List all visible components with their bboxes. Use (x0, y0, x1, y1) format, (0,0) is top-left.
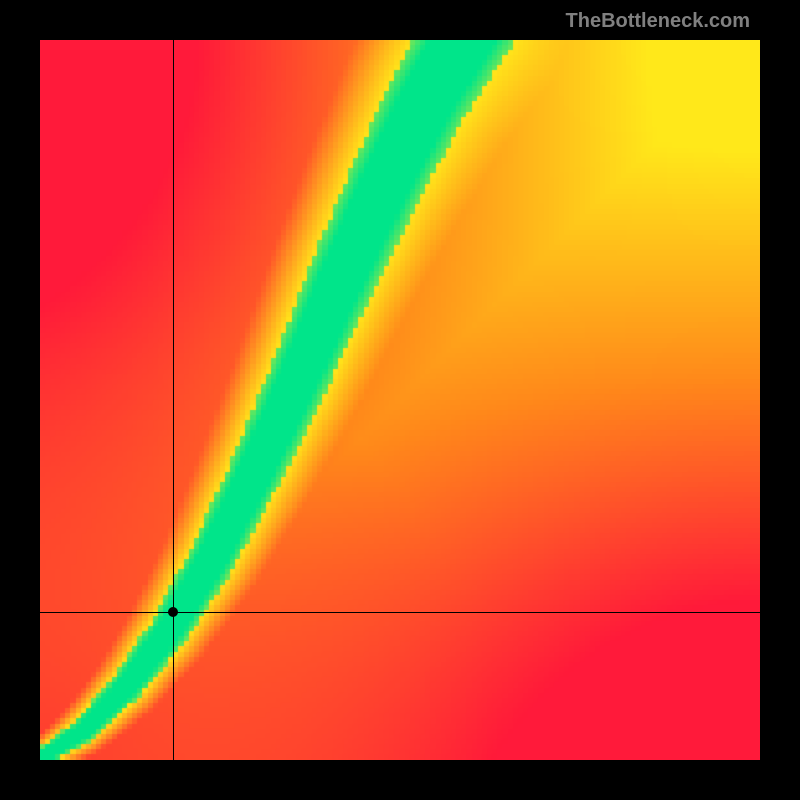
heatmap-canvas (40, 40, 760, 760)
crosshair-marker (168, 607, 178, 617)
plot-area (40, 40, 760, 760)
crosshair-horizontal (40, 612, 760, 613)
crosshair-vertical (173, 40, 174, 760)
watermark-text: TheBottleneck.com (566, 10, 750, 33)
